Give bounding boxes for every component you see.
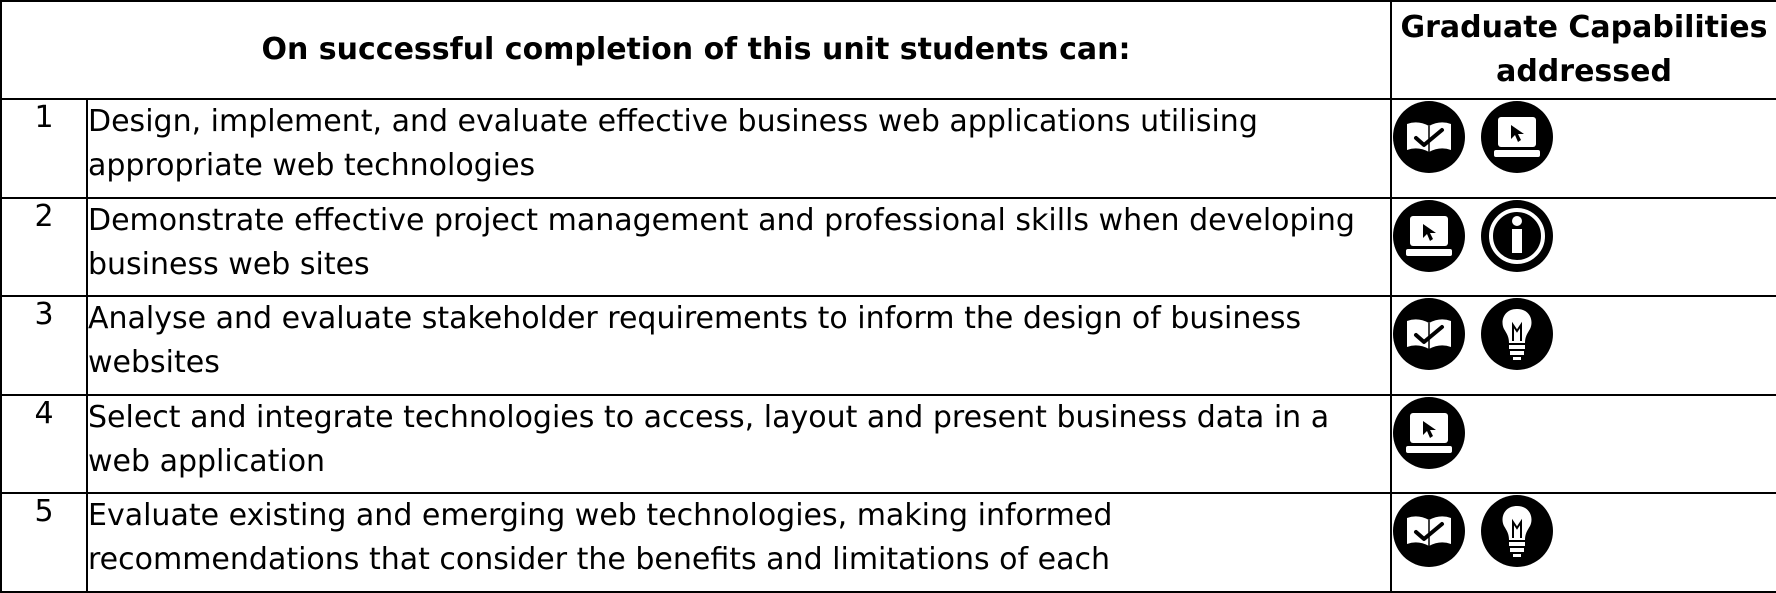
outcome-number: 2 [0,196,88,298]
laptop-cursor-icon [1392,199,1466,273]
outcome-row: 4 Select and integrate technologies to ac… [0,393,1776,495]
outcome-text: Analyse and evaluate stakeholder require… [85,295,1393,396]
outcome-row: 3 Analyse and evaluate stakeholder requir… [0,295,1776,396]
outcome-row: 1 Design, implement, and evaluate effecti… [0,98,1776,199]
outcome-number: 5 [0,492,88,593]
outcomes-body: 1 Design, implement, and evaluate effecti… [0,98,1776,593]
outcome-text: Demonstrate effective project management… [85,196,1393,298]
outcome-row: 5 Evaluate existing and emerging web tech… [0,492,1776,593]
capability-icons [1390,98,1776,199]
outcome-text: Evaluate existing and emerging web techn… [85,492,1393,593]
lightbulb-icon [1480,494,1554,568]
laptop-cursor-icon [1392,396,1466,470]
outcome-row: 2 Demonstrate effective project managemen… [0,196,1776,298]
laptop-cursor-icon [1480,100,1554,174]
outcome-text: Design, implement, and evaluate effectiv… [85,98,1393,199]
outcome-number: 3 [0,295,88,396]
capability-icons [1390,492,1776,593]
capability-icons [1390,196,1776,298]
capability-icons [1390,295,1776,396]
open-book-check-icon [1392,100,1466,174]
outcome-text: Select and integrate technologies to acc… [85,393,1393,495]
lightbulb-icon [1480,297,1554,371]
information-icon [1480,199,1554,273]
header-row: On successful completion of this unit st… [0,0,1776,100]
open-book-check-icon [1392,494,1466,568]
capabilities-heading: Graduate Capabilities addressed [1390,0,1776,100]
capability-icons [1390,393,1776,495]
outcome-number: 4 [0,393,88,495]
outcome-number: 1 [0,98,88,199]
outcomes-heading: On successful completion of this unit st… [0,0,1393,100]
open-book-check-icon [1392,297,1466,371]
